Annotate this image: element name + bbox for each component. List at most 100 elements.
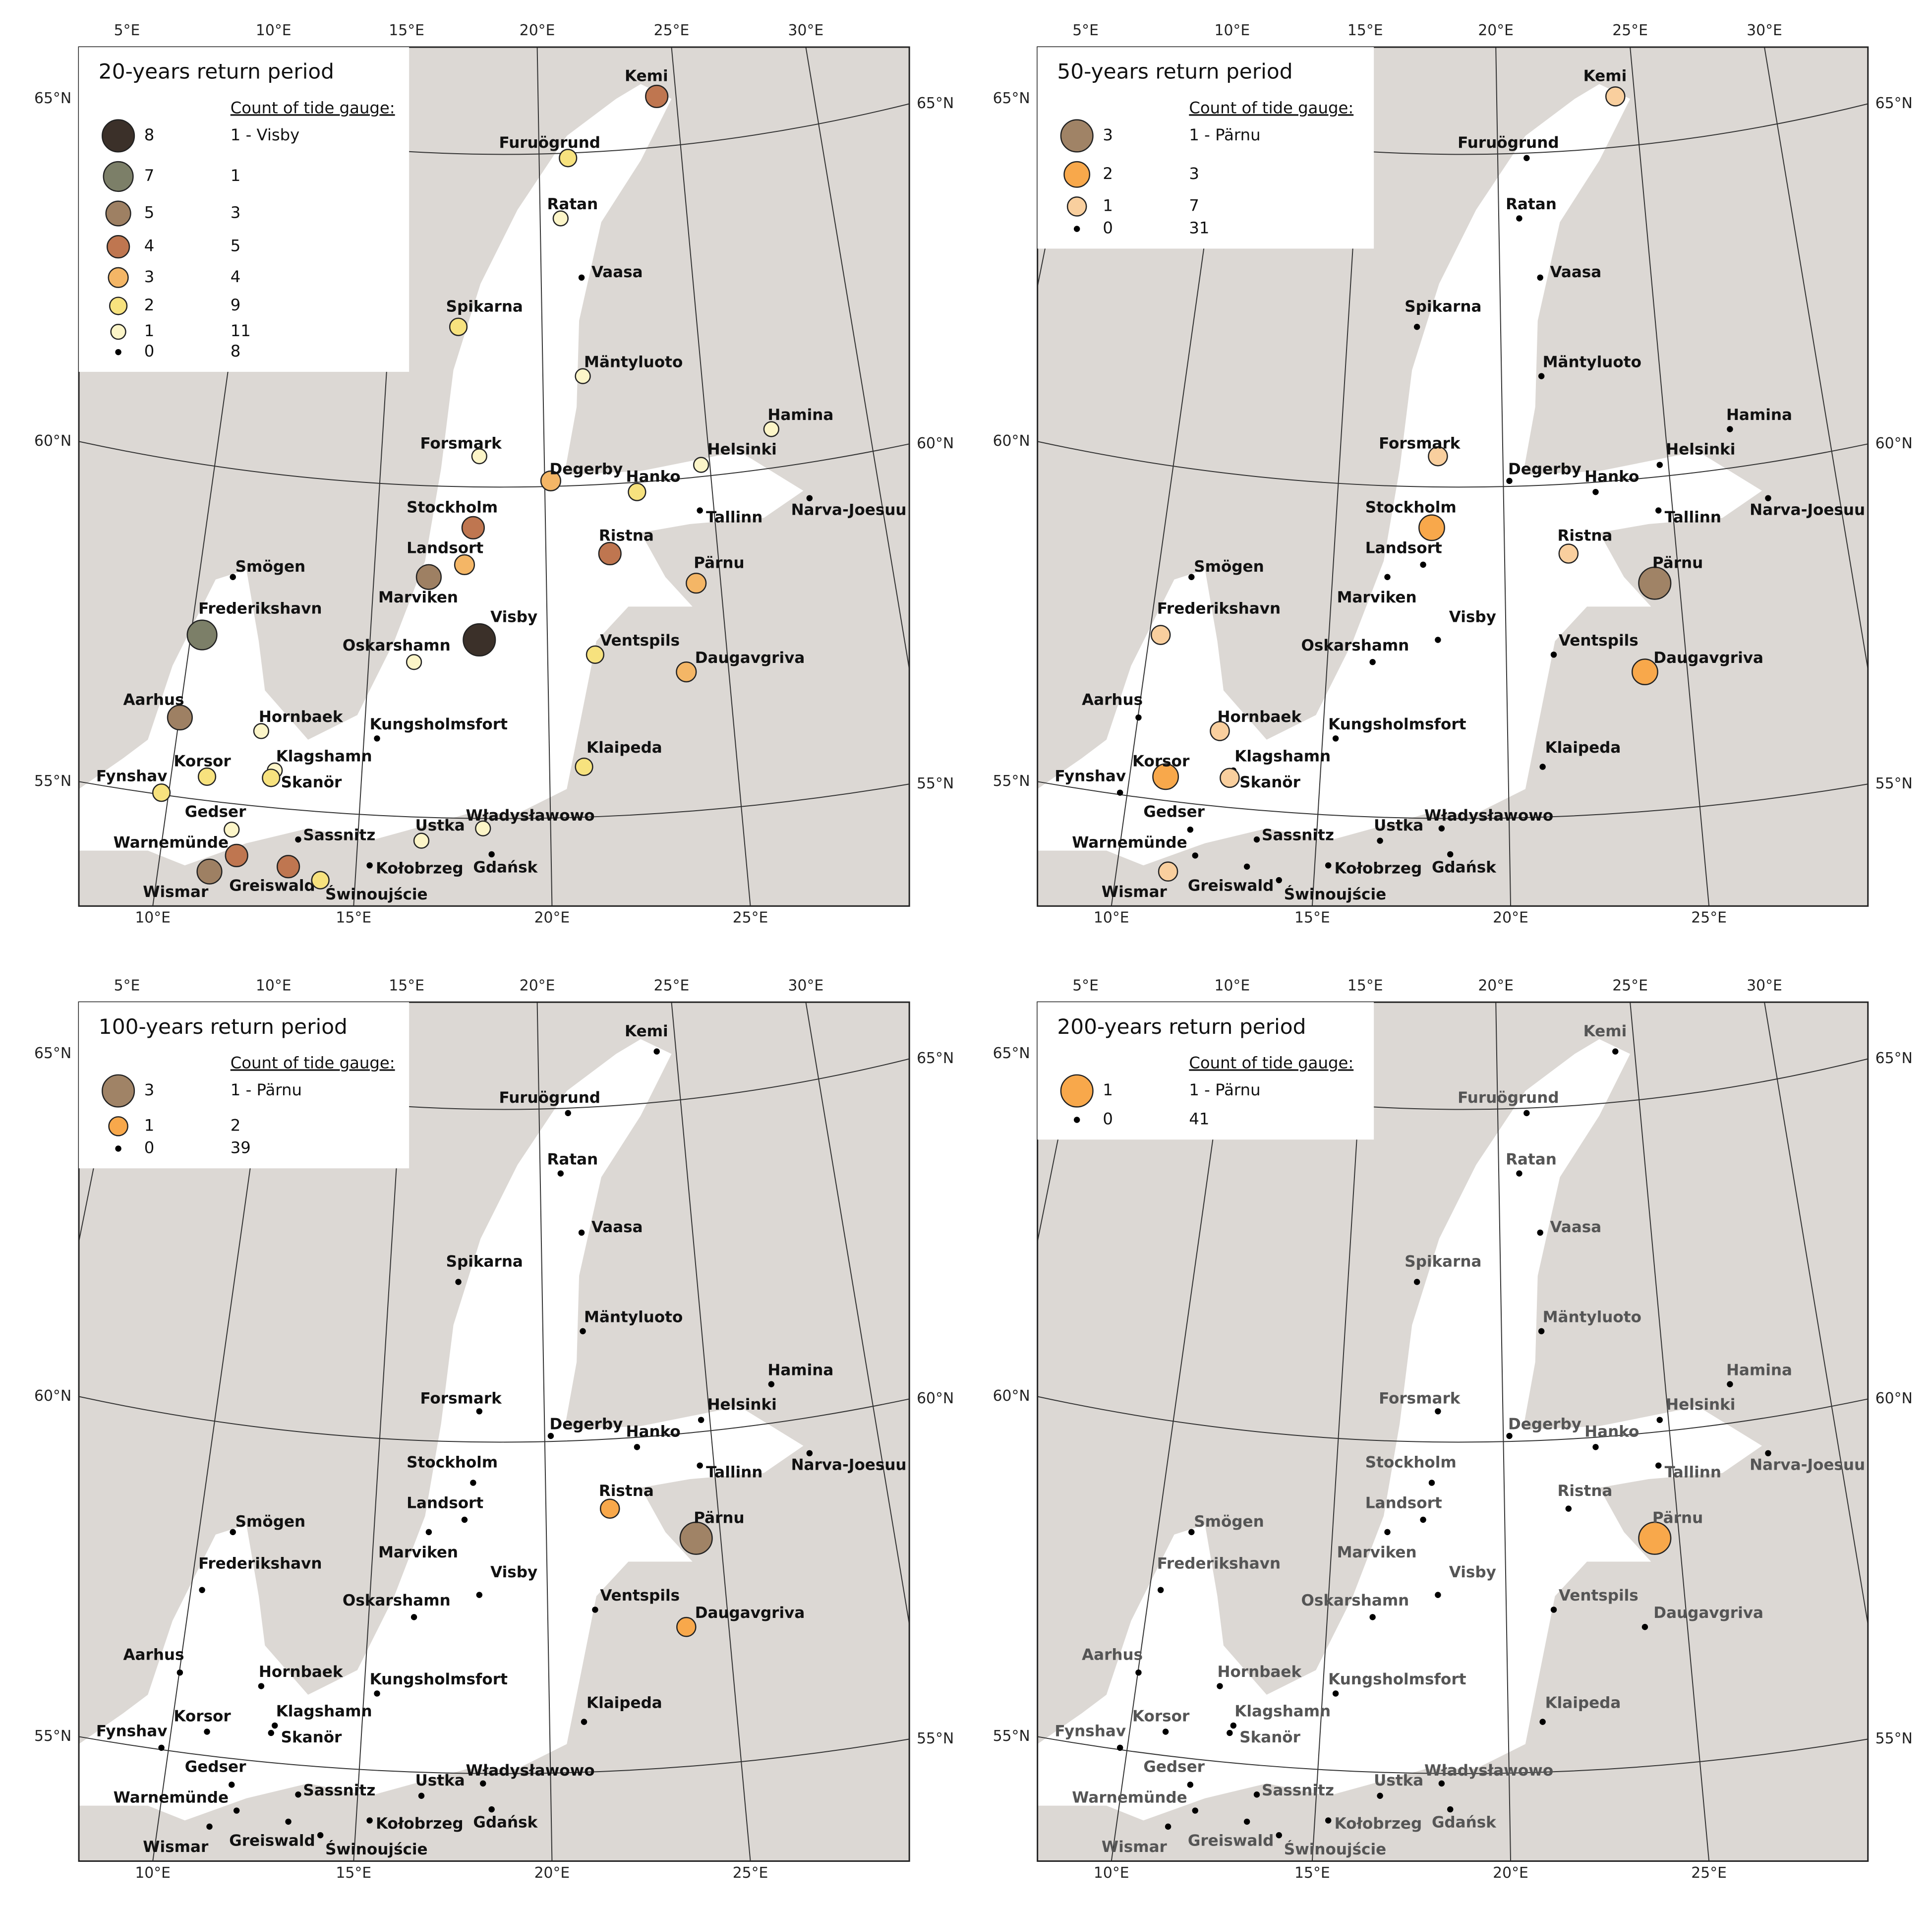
station-marker bbox=[1217, 1683, 1223, 1689]
station-marker bbox=[1537, 1229, 1543, 1236]
meridian bbox=[671, 47, 751, 906]
lon-label: 20°E bbox=[534, 909, 570, 927]
station-marker bbox=[1655, 507, 1662, 514]
station-marker bbox=[1325, 1817, 1332, 1824]
lon-label: 30°E bbox=[1747, 22, 1782, 39]
lon-label: 15°E bbox=[1347, 977, 1383, 994]
station-label: Ristna bbox=[599, 527, 654, 545]
station-marker bbox=[1550, 1607, 1557, 1613]
meridian bbox=[1764, 1002, 1868, 1627]
meridian bbox=[1495, 1002, 1512, 1861]
station-label: Gedser bbox=[185, 1758, 246, 1776]
legend-value: 7 bbox=[144, 166, 155, 185]
legend-symbol bbox=[1060, 119, 1094, 153]
station-label: Marviken bbox=[378, 1544, 458, 1561]
lat-label: 60°N bbox=[34, 432, 71, 450]
lat-label: 55°N bbox=[34, 1728, 71, 1745]
station-label: Kołobrzeg bbox=[1335, 1815, 1422, 1833]
legend-header: Count of tide gauge: bbox=[231, 98, 395, 117]
station-label: Klagshamn bbox=[1234, 1703, 1331, 1721]
station-label: Gdańsk bbox=[1432, 1813, 1497, 1831]
station-label: Hornbaek bbox=[259, 1663, 344, 1681]
station-marker bbox=[470, 1480, 476, 1486]
lon-label: 25°E bbox=[1691, 909, 1727, 927]
lon-label: 20°E bbox=[534, 1864, 570, 1882]
station-label: Aarhus bbox=[123, 691, 184, 709]
station-label: Degerby bbox=[1508, 461, 1581, 478]
station-marker bbox=[1516, 1170, 1522, 1177]
lon-label: 15°E bbox=[1294, 1864, 1330, 1882]
station-label: Vaasa bbox=[591, 1218, 643, 1236]
station-label: Helsinki bbox=[707, 1396, 777, 1414]
station-label: Ristna bbox=[1557, 527, 1612, 545]
station-label: Klagshamn bbox=[276, 1703, 372, 1721]
station-marker bbox=[152, 783, 171, 802]
station-label: Frederikshavn bbox=[1157, 599, 1281, 617]
legend-symbol bbox=[102, 119, 135, 153]
station-label: Ventspils bbox=[600, 1587, 680, 1605]
parallel bbox=[1037, 1736, 1868, 1774]
legend-value: 5 bbox=[144, 203, 155, 222]
station-label: Furuögrund bbox=[1458, 1089, 1559, 1107]
lon-label: 15°E bbox=[336, 1864, 371, 1882]
station-label: Ratan bbox=[1506, 195, 1557, 213]
station-label: Mäntyluoto bbox=[1543, 353, 1641, 371]
legend-symbol bbox=[108, 1116, 128, 1136]
station-label: Hamina bbox=[767, 406, 833, 424]
station-label: Warnemünde bbox=[114, 834, 229, 852]
station-label: Tallinn bbox=[706, 1464, 762, 1482]
station-label: Pärnu bbox=[1652, 1509, 1703, 1527]
station-marker bbox=[229, 1782, 235, 1788]
station-label: Warnemünde bbox=[1072, 834, 1187, 852]
lat-label: 55°N bbox=[993, 773, 1030, 790]
station-marker bbox=[253, 723, 270, 739]
lon-label: 5°E bbox=[114, 22, 140, 39]
legend-count: 31 bbox=[1189, 219, 1209, 238]
station-label: Stockholm bbox=[407, 499, 498, 517]
station-marker bbox=[1550, 652, 1557, 658]
legend-value: 3 bbox=[144, 1080, 155, 1099]
legend-count: 41 bbox=[1189, 1110, 1209, 1129]
station-marker bbox=[406, 654, 422, 670]
station-label: Tallinn bbox=[1665, 508, 1721, 526]
station-label: Forsmark bbox=[1379, 1389, 1461, 1407]
station-marker bbox=[258, 1683, 265, 1689]
legend-symbol bbox=[1073, 226, 1080, 232]
legend-value: 1 bbox=[1103, 1080, 1113, 1099]
legend-count: 3 bbox=[1189, 164, 1199, 183]
station-label: Vaasa bbox=[591, 263, 643, 281]
station-marker bbox=[806, 1450, 813, 1457]
lat-label: 65°N bbox=[1875, 95, 1913, 112]
station-marker bbox=[230, 574, 236, 580]
station-marker bbox=[697, 507, 703, 514]
station-marker bbox=[1325, 862, 1332, 869]
station-marker bbox=[1377, 837, 1383, 844]
lon-label: 25°E bbox=[733, 909, 768, 927]
station-marker bbox=[1592, 1444, 1599, 1450]
lon-label: 10°E bbox=[135, 1864, 171, 1882]
station-marker bbox=[1332, 735, 1339, 742]
station-label: Marviken bbox=[378, 589, 458, 606]
station-marker bbox=[276, 855, 300, 879]
station-marker bbox=[425, 1529, 432, 1536]
lon-label: 10°E bbox=[1214, 22, 1250, 39]
station-label: Ustka bbox=[415, 1772, 465, 1789]
station-marker bbox=[461, 1516, 468, 1523]
station-label: Kemi bbox=[1583, 67, 1627, 85]
station-label: Daugavgriva bbox=[1653, 1604, 1763, 1622]
station-marker bbox=[592, 1607, 598, 1613]
station-label: Mäntyluoto bbox=[1543, 1308, 1641, 1326]
station-label: Marviken bbox=[1337, 589, 1417, 606]
station-marker bbox=[204, 1728, 210, 1735]
station-label: Landsort bbox=[1365, 539, 1442, 557]
station-marker bbox=[1243, 1818, 1250, 1825]
station-marker bbox=[1438, 1780, 1445, 1787]
station-marker bbox=[1656, 462, 1663, 468]
station-label: Smögen bbox=[235, 558, 305, 576]
station-label: Wismar bbox=[143, 883, 209, 901]
station-label: Greiswald bbox=[229, 1832, 315, 1850]
legend-header: Count of tide gauge: bbox=[1189, 98, 1353, 117]
station-marker bbox=[697, 1462, 703, 1469]
station-marker bbox=[233, 1807, 240, 1814]
station-marker bbox=[413, 833, 430, 849]
